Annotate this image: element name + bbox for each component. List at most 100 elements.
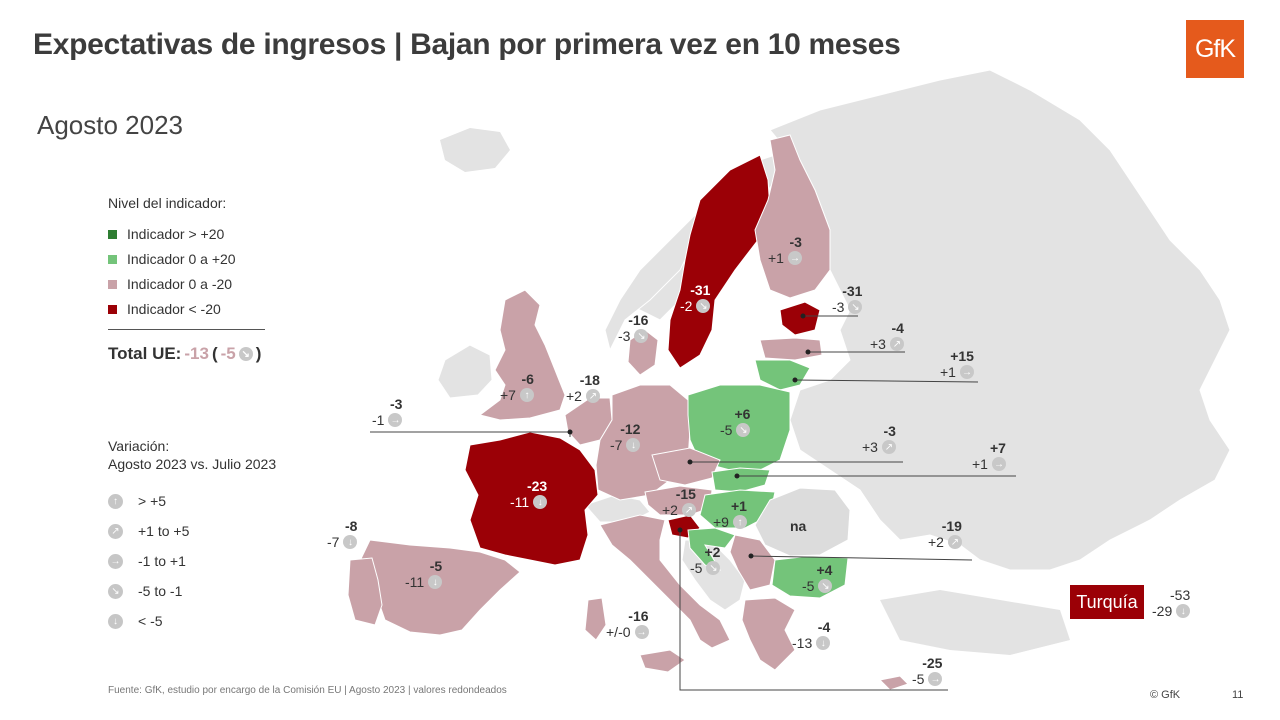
arrow-down-right-icon: ↘	[634, 329, 649, 343]
country-label-spain: -5 -11 ↓	[405, 558, 443, 590]
country-value: +6	[734, 406, 751, 422]
arrow-right-icon: →	[634, 625, 649, 639]
country-change: +1	[940, 364, 956, 380]
country-label-slovakia: +7 +1 →	[972, 440, 1006, 472]
country-change: +9	[713, 514, 729, 530]
country-value: -3	[789, 234, 802, 250]
country-change: -7	[327, 534, 340, 550]
country-label-sweden: -31 -2 ↘	[680, 282, 711, 314]
country-value: -19	[941, 518, 962, 534]
arrow-right-icon: →	[928, 672, 943, 686]
map-region-sicily	[639, 649, 686, 673]
country-change: -11	[405, 574, 425, 590]
country-label-turkey: -53 -29 ↓	[1152, 587, 1191, 619]
map-region-greece	[741, 597, 796, 671]
arrow-right-icon: →	[388, 413, 403, 427]
variation-label: > +5	[138, 493, 167, 509]
variation-label: -5 to -1	[138, 583, 183, 599]
country-label-finland: -3 +1 →	[768, 234, 802, 266]
legend-swatch	[108, 229, 117, 239]
country-value: +1	[731, 498, 747, 514]
country-label-croatia: +2 -5 ↘	[690, 544, 721, 576]
country-value: -31	[690, 282, 711, 298]
arrow-down-icon: ↓	[626, 438, 641, 452]
country-value: -15	[675, 486, 696, 502]
country-label-serbia: -19 +2 ↗	[928, 518, 962, 550]
country-value: -12	[620, 421, 641, 437]
legend-swatch	[108, 279, 117, 289]
country-change: +2	[566, 388, 582, 404]
map-region-portugal	[347, 557, 383, 626]
country-change: -5	[720, 422, 733, 438]
country-change: -7	[610, 437, 623, 453]
page-number: 11	[1232, 689, 1244, 701]
country-value: -31	[842, 283, 863, 299]
country-change: +/-0	[606, 624, 631, 640]
country-change: -1	[372, 412, 385, 428]
country-label-greece: -4 -13 ↓	[792, 619, 831, 651]
country-value: -3	[883, 423, 896, 439]
country-change: -3	[832, 299, 845, 315]
country-label-uk: -6 +7 ↑	[500, 371, 534, 403]
country-value: -18	[579, 372, 600, 388]
arrow-down-right-icon: ↘	[238, 347, 253, 361]
country-value: -16	[628, 608, 649, 624]
map-region-serbia	[729, 534, 776, 591]
arrow-right-icon: →	[959, 365, 974, 379]
arrow-up-right-icon: ↗	[947, 535, 962, 549]
arrow-down-right-icon: ↘	[696, 299, 711, 313]
country-label-poland: +6 -5 ↘	[720, 406, 751, 438]
country-label-bulgaria: +4 -5 ↘	[802, 562, 833, 594]
legend-swatch	[108, 304, 117, 314]
country-label-portugal: -8 -7 ↓	[327, 518, 358, 550]
country-change: -11	[510, 494, 530, 510]
arrow-down-icon: ↓	[108, 613, 123, 629]
map-region-lithuania	[754, 359, 811, 391]
arrow-down-right-icon: ↘	[108, 583, 123, 599]
map-region-slovakia	[711, 467, 771, 493]
arrow-down-right-icon: ↘	[706, 561, 721, 575]
arrow-right-icon: →	[991, 457, 1006, 471]
country-label-germany: -12 -7 ↓	[610, 421, 641, 453]
arrow-up-icon: ↑	[732, 515, 747, 529]
map-region-island	[900, 100, 940, 128]
country-label-estonia: -31 -3 ↘	[832, 283, 863, 315]
country-change: +2	[928, 534, 944, 550]
country-value: na	[790, 518, 807, 534]
country-value: -53	[1170, 587, 1191, 603]
country-label-lithuania: +15 +1 →	[940, 348, 974, 380]
country-change: +1	[768, 250, 784, 266]
country-change: +1	[972, 456, 988, 472]
country-label-denmark: -16 -3 ↘	[618, 312, 649, 344]
map-region-italy	[599, 514, 731, 649]
total-label: Total UE:	[108, 344, 182, 363]
total-paren-open: (	[211, 344, 218, 363]
page-subtitle: Agosto 2023	[37, 110, 184, 140]
country-value: +2	[704, 544, 721, 560]
arrow-up-icon: ↑	[108, 493, 123, 509]
legend-divider	[108, 329, 265, 330]
country-value: +4	[816, 562, 833, 578]
arrow-down-icon: ↓	[1176, 604, 1191, 618]
country-value: -16	[628, 312, 649, 328]
arrow-down-icon: ↓	[428, 575, 443, 589]
map-region-latvia	[759, 337, 823, 361]
country-change: -29	[1152, 603, 1173, 619]
country-value: -4	[891, 320, 904, 336]
legend-item: Indicador 0 a +20	[108, 251, 236, 267]
map-region-croatia	[687, 527, 736, 571]
variation-subheading: Agosto 2023 vs. Julio 2023	[108, 456, 277, 472]
arrow-down-right-icon: ↘	[736, 423, 751, 437]
country-change: -2	[680, 298, 693, 314]
country-label-netherlands: -18 +2 ↗	[566, 372, 600, 404]
country-label-italy: -16 +/-0 →	[606, 608, 649, 640]
map-region-romania	[754, 487, 851, 557]
map-region-estonia	[779, 301, 821, 336]
arrow-down-icon: ↓	[816, 636, 831, 650]
arrow-right-icon: →	[108, 553, 123, 569]
country-label-czechia: -3 +3 ↗	[862, 423, 896, 455]
country-label-austria: -15 +2 ↗	[662, 486, 696, 518]
variation-item: ↑ > +5	[108, 493, 166, 509]
country-value: -23	[526, 478, 548, 494]
country-value: +15	[950, 348, 974, 364]
